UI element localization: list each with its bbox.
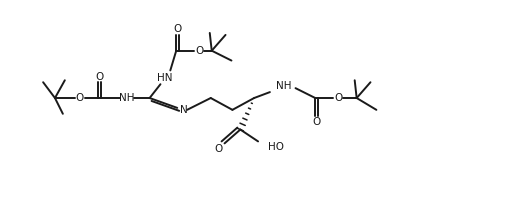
Text: O: O [95, 72, 104, 82]
Text: O: O [335, 93, 343, 103]
Text: N: N [180, 105, 188, 115]
Text: NH: NH [276, 81, 291, 91]
Text: NH: NH [119, 93, 135, 103]
Text: O: O [215, 144, 222, 154]
Text: O: O [312, 117, 320, 127]
Text: O: O [76, 93, 84, 103]
Text: HO: HO [268, 142, 284, 152]
Text: HN: HN [157, 73, 172, 83]
Text: O: O [196, 46, 204, 56]
Text: O: O [173, 24, 181, 34]
